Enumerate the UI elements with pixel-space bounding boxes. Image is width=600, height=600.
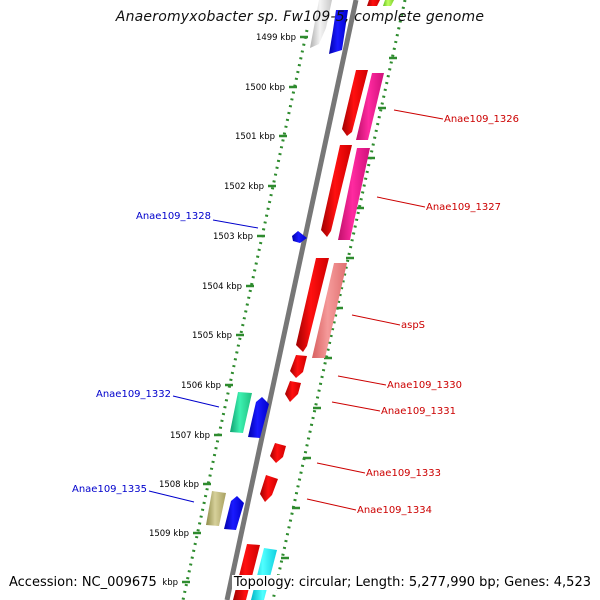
gene-label-anae109-1330[interactable]: Anae109_1330 bbox=[387, 380, 462, 391]
gene-arrow-anae109-1335[interactable] bbox=[206, 491, 226, 526]
map-title: Anaeromyxobacter sp. Fw109-5, complete g… bbox=[115, 9, 485, 25]
leader-line bbox=[306, 498, 357, 511]
gene-arrow-anae109-1330[interactable] bbox=[290, 355, 307, 378]
gene-arrow[interactable] bbox=[329, 10, 348, 54]
kbp-label: 1509 kbp bbox=[149, 529, 189, 539]
gene-arrow[interactable] bbox=[356, 73, 384, 140]
kbp-label: 1507 kbp bbox=[170, 431, 210, 441]
kbp-label: 1503 kbp bbox=[213, 232, 253, 242]
gene-label-anae109-1334[interactable]: Anae109_1334 bbox=[357, 505, 432, 516]
gene-arrow-anae109-1335[interactable] bbox=[224, 496, 244, 530]
gene-arrow[interactable] bbox=[310, 0, 332, 48]
gene-arrow[interactable] bbox=[338, 148, 370, 240]
leader-line bbox=[316, 462, 366, 474]
gene-arrow-asps[interactable] bbox=[296, 258, 329, 352]
accession-label: Accession: NC_009675 bbox=[7, 575, 159, 590]
gene-arrow-anae109-1327[interactable] bbox=[321, 145, 352, 237]
kbp-label: 1501 kbp bbox=[235, 132, 275, 142]
gene-arrow-anae109-1331[interactable] bbox=[285, 381, 301, 402]
gene-label-anae109-1333[interactable]: Anae109_1333 bbox=[366, 468, 441, 479]
gene-label-anae109-1328[interactable]: Anae109_1328 bbox=[136, 211, 211, 222]
kbp-tick-marks bbox=[182, 35, 308, 584]
kbp-label: 1505 kbp bbox=[192, 331, 232, 341]
leader-line bbox=[172, 395, 220, 408]
gene-label-anae109-1327[interactable]: Anae109_1327 bbox=[426, 202, 501, 213]
gene-arrow-anae109-1334[interactable] bbox=[260, 475, 278, 502]
gene-arrow-anae109-1333[interactable] bbox=[270, 443, 286, 463]
kbp-label: 1500 kbp bbox=[245, 83, 285, 93]
gene-arrow[interactable] bbox=[383, 0, 394, 6]
gene-arrow-anae109-1328[interactable] bbox=[292, 231, 307, 243]
plus-strand-guide-line bbox=[271, 0, 407, 600]
leader-line bbox=[212, 219, 259, 229]
kbp-label: 1504 kbp bbox=[202, 282, 242, 292]
gene-arrow-anae109-1332[interactable] bbox=[248, 397, 269, 438]
gene-label-anae109-1335[interactable]: Anae109_1335 bbox=[72, 484, 147, 495]
kbp-label: 1508 kbp bbox=[159, 480, 199, 490]
gene-label-anae109-1332[interactable]: Anae109_1332 bbox=[96, 389, 171, 400]
leader-line bbox=[351, 314, 401, 326]
topology-summary: Topology: circular; Length: 5,277,990 bp… bbox=[231, 575, 593, 590]
kbp-label: 1499 kbp bbox=[256, 33, 296, 43]
genome-backbone bbox=[224, 0, 359, 600]
leader-line bbox=[331, 401, 381, 412]
leader-line bbox=[148, 490, 195, 503]
kbp-label: 1506 kbp bbox=[181, 381, 221, 391]
leader-line bbox=[376, 196, 426, 208]
gene-arrow-anae109-1332[interactable] bbox=[230, 392, 252, 433]
plus-guide-tick-marks bbox=[281, 56, 397, 560]
gene-label-asps[interactable]: aspS bbox=[401, 320, 425, 331]
gene-arrow[interactable] bbox=[312, 263, 347, 358]
leader-line bbox=[393, 109, 444, 120]
gene-arrow-anae109-1326[interactable] bbox=[342, 70, 368, 136]
gene-arrow[interactable] bbox=[367, 0, 380, 6]
kbp-label: 1502 kbp bbox=[224, 182, 264, 192]
gene-label-anae109-1331[interactable]: Anae109_1331 bbox=[381, 406, 456, 417]
leader-line bbox=[337, 375, 387, 386]
gene-label-anae109-1326[interactable]: Anae109_1326 bbox=[444, 114, 519, 125]
